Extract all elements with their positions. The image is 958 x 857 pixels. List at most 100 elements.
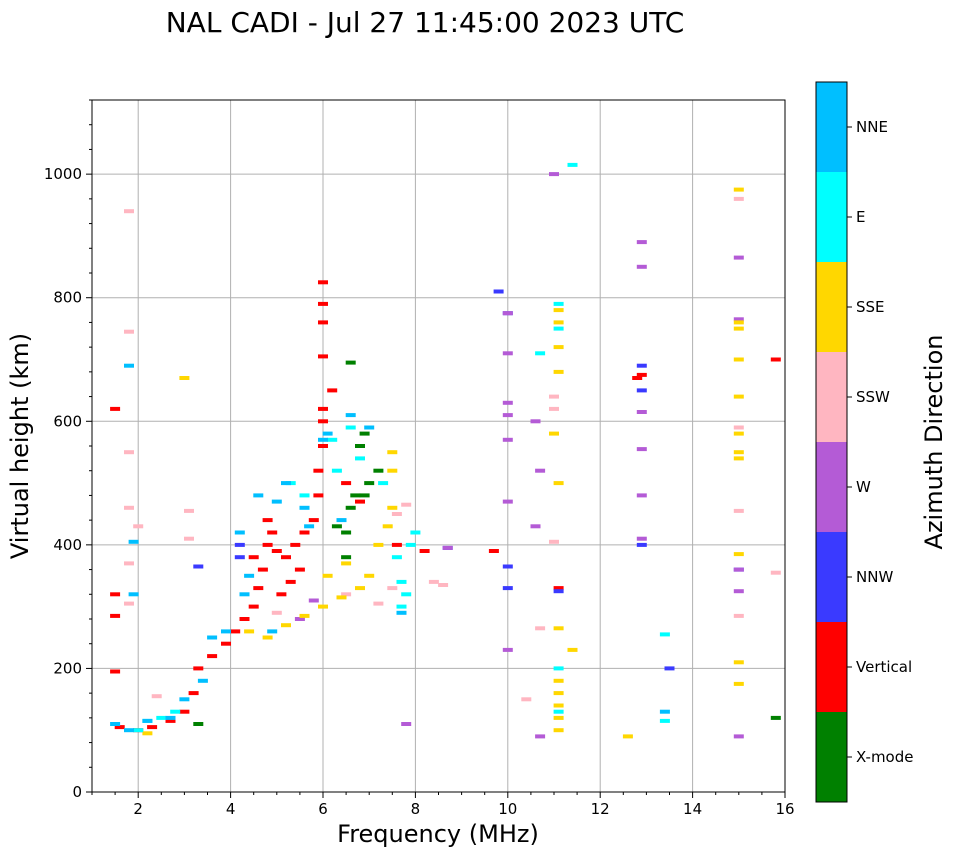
series-vertical <box>110 280 781 733</box>
data-point <box>410 530 421 535</box>
data-point <box>553 345 564 350</box>
data-point <box>502 437 513 442</box>
data-point <box>271 549 282 553</box>
data-point <box>659 709 670 714</box>
data-point <box>345 425 356 430</box>
data-point <box>659 718 670 723</box>
data-point <box>221 629 231 634</box>
data-point <box>733 589 744 594</box>
data-point <box>567 162 578 167</box>
colorbar-swatch <box>816 712 847 802</box>
data-point <box>341 555 352 560</box>
data-point <box>271 499 282 504</box>
data-point <box>387 468 398 473</box>
data-point <box>359 431 370 436</box>
data-point <box>350 493 361 498</box>
data-point <box>234 555 245 560</box>
chart-title: NAL CADI - Jul 27 11:45:00 2023 UTC <box>165 6 685 39</box>
data-point <box>299 505 310 510</box>
data-point <box>502 351 513 356</box>
colorbar-tick-label: E <box>856 208 865 226</box>
colorbar-swatch <box>816 442 847 532</box>
data-point <box>313 493 324 498</box>
data-point <box>345 360 356 365</box>
data-point <box>331 468 342 473</box>
data-point <box>110 722 121 726</box>
data-point <box>165 718 176 723</box>
data-point <box>318 354 328 359</box>
data-point <box>184 508 194 513</box>
data-point <box>502 499 513 504</box>
data-point <box>549 431 559 436</box>
data-point <box>341 592 352 597</box>
data-point <box>378 481 389 486</box>
data-point <box>387 586 398 591</box>
data-point <box>770 715 781 720</box>
data-point <box>322 573 333 578</box>
data-point <box>207 654 218 659</box>
data-point <box>124 728 134 733</box>
data-point <box>281 555 291 560</box>
colorbar-swatch <box>816 622 847 712</box>
data-point <box>405 542 416 547</box>
data-point <box>391 555 402 560</box>
data-point <box>733 187 744 192</box>
colorbar-tick-label: SSE <box>856 298 885 316</box>
data-point <box>281 481 291 486</box>
data-point <box>553 589 564 594</box>
data-point <box>387 505 398 510</box>
data-point <box>230 629 241 634</box>
data-point <box>553 326 564 331</box>
data-point <box>253 493 264 498</box>
data-point <box>124 363 134 368</box>
data-point <box>234 530 245 535</box>
data-point <box>193 666 204 671</box>
data-point <box>549 406 559 411</box>
data-point <box>553 369 564 374</box>
data-point <box>299 613 310 618</box>
data-point <box>188 691 199 696</box>
data-point <box>142 718 153 723</box>
colorbar: X-mode Vertical NNW W SSW SSE E NNE <box>815 81 913 803</box>
data-point <box>733 681 744 686</box>
data-point <box>502 647 513 652</box>
data-point <box>733 456 744 461</box>
data-point <box>285 579 296 584</box>
data-point <box>294 617 305 621</box>
axes: 2 4 6 8 10 12 14 16 0 200 400 600 800 1000 <box>44 99 795 818</box>
data-point <box>170 709 181 714</box>
data-point <box>553 320 564 325</box>
data-point <box>401 502 412 507</box>
x-tick-label: 12 <box>591 800 610 818</box>
data-point <box>110 592 121 597</box>
data-point <box>442 545 453 550</box>
data-point <box>733 357 744 362</box>
data-point <box>124 505 134 510</box>
data-point <box>636 363 647 368</box>
data-point <box>304 524 315 529</box>
y-tick-label: 400 <box>53 536 82 554</box>
y-tick-label: 200 <box>53 659 82 677</box>
data-point <box>391 542 402 547</box>
data-point <box>733 613 744 618</box>
data-point <box>733 320 744 325</box>
data-point <box>567 647 578 652</box>
colorbar-tick-label: W <box>856 478 871 496</box>
colorbar-swatch <box>816 262 847 352</box>
data-point <box>733 196 744 201</box>
data-point <box>133 728 144 733</box>
data-point <box>239 617 250 621</box>
data-point <box>193 722 204 726</box>
data-point <box>281 623 291 628</box>
data-point <box>318 280 328 285</box>
data-point <box>553 715 564 720</box>
data-point <box>322 431 333 436</box>
data-point <box>124 561 134 566</box>
data-point <box>308 518 319 523</box>
series-x-mode <box>193 360 781 726</box>
data-point <box>299 530 310 535</box>
data-point <box>396 610 407 615</box>
data-point <box>234 542 245 547</box>
data-point <box>336 595 347 600</box>
